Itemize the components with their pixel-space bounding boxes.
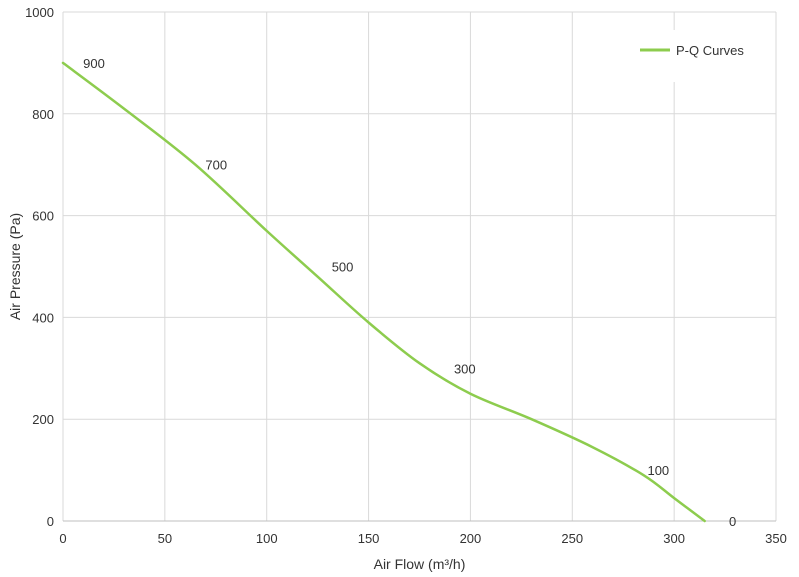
y-tick-labels: 0 200 400 600 800 1000	[25, 5, 54, 529]
y-tick-label: 400	[32, 310, 54, 325]
data-label: 300	[454, 361, 476, 376]
x-tick-label: 250	[561, 531, 583, 546]
x-tick-label: 300	[663, 531, 685, 546]
x-tick-label: 150	[358, 531, 380, 546]
x-tick-label: 50	[158, 531, 172, 546]
y-tick-label: 600	[32, 209, 54, 224]
x-tick-label: 100	[256, 531, 278, 546]
y-tick-label: 800	[32, 107, 54, 122]
data-label: 700	[205, 158, 227, 173]
data-labels: 900 700 500 300 100 0	[83, 56, 736, 529]
x-tick-label: 200	[460, 531, 482, 546]
x-tick-labels: 0 50 100 150 200 250 300 350	[59, 531, 786, 546]
data-label: 900	[83, 56, 105, 71]
y-tick-label: 200	[32, 412, 54, 427]
y-tick-label: 0	[47, 514, 54, 529]
data-label: 0	[729, 514, 736, 529]
series-line-pq-curves	[61, 61, 706, 523]
data-label: 500	[332, 260, 354, 275]
series-lines	[61, 61, 706, 523]
y-tick-label: 1000	[25, 5, 54, 20]
x-tick-label: 350	[765, 531, 787, 546]
data-label: 100	[647, 463, 669, 478]
legend-background	[628, 30, 768, 82]
grid	[62, 11, 777, 522]
legend: P-Q Curves	[628, 30, 768, 82]
x-axis-title: Air Flow (m³/h)	[374, 556, 466, 572]
legend-label: P-Q Curves	[676, 43, 744, 58]
y-axis-title: Air Pressure (Pa)	[7, 213, 23, 320]
x-tick-label: 0	[59, 531, 66, 546]
